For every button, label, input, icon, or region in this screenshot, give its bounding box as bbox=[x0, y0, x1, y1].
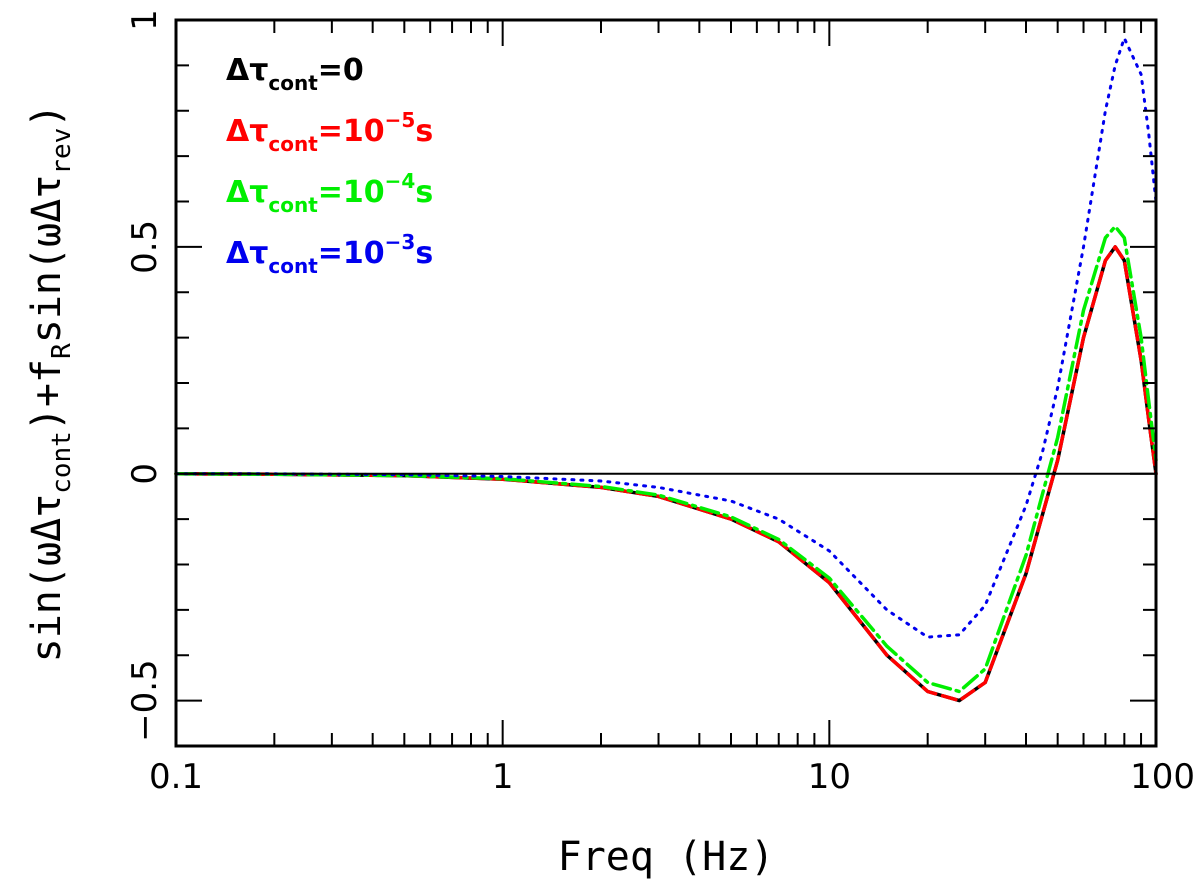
y-axis-label: sin(ωΔτcont)+fRsin(ωΔτrev) bbox=[24, 104, 77, 663]
legend-entry-4: Δτcont=10−3s bbox=[226, 230, 433, 278]
y-label-part-2: )+f bbox=[24, 359, 70, 431]
x-tick-label: 10 bbox=[808, 757, 851, 797]
legend-entry-2: Δτcont=10−5s bbox=[226, 108, 433, 156]
x-tick-label: 0.1 bbox=[149, 757, 203, 797]
legend: Δτcont=0 Δτcont=10−5s Δτcont=10−4s Δτcont=1… bbox=[226, 53, 433, 278]
y-label-part-4: ) bbox=[24, 104, 70, 128]
y-tick-label: 1 bbox=[125, 9, 165, 31]
y-tick-label: −0.5 bbox=[125, 659, 165, 742]
plot-area bbox=[176, 20, 1156, 746]
y-tick-label: 0 bbox=[125, 463, 165, 485]
series-line-2 bbox=[174, 245, 1158, 703]
series-layer bbox=[174, 36, 1158, 703]
x-axis-label: Freq (Hz) bbox=[558, 834, 775, 880]
series-line-4 bbox=[174, 36, 1158, 639]
series-line-3 bbox=[174, 224, 1158, 694]
y-label-part-3: sin(ωΔτ bbox=[24, 175, 70, 344]
tick-labels-layer: 0.1 1 10 100 −0.5 0 0.5 1 bbox=[125, 9, 1195, 797]
y-tick-label: 0.5 bbox=[125, 220, 165, 274]
y-label-part-1: sin(ωΔτ bbox=[24, 494, 70, 663]
x-tick-label: 100 bbox=[1130, 757, 1195, 797]
y-label-sub-cont: cont bbox=[47, 431, 77, 494]
x-tick-label: 1 bbox=[492, 757, 514, 797]
legend-entry-1: Δτcont=0 bbox=[226, 53, 364, 95]
y-label-sub-r: R bbox=[47, 343, 77, 359]
legend-entry-3: Δτcont=10−4s bbox=[226, 169, 433, 217]
y-label-sub-rev: rev bbox=[47, 128, 77, 175]
ticks-layer bbox=[175, 19, 1157, 747]
